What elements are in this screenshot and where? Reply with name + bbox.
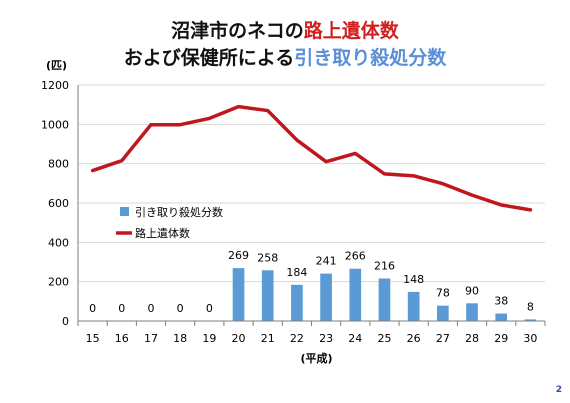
x-tick-label: 28 <box>465 332 479 345</box>
bar-data-label: 38 <box>494 295 508 308</box>
title-line-2: および保健所による引き取り殺処分数 <box>0 43 570 70</box>
bar-data-label: 8 <box>527 300 534 313</box>
y-tick-label: 800 <box>48 158 69 171</box>
bar <box>349 268 362 321</box>
bar-data-label: 90 <box>465 284 479 297</box>
bar <box>320 273 332 321</box>
y-tick-label: 0 <box>62 315 69 328</box>
y-axis-label: (匹) <box>46 59 67 72</box>
x-tick-label: 25 <box>377 332 391 345</box>
bar-data-label: 241 <box>316 255 337 268</box>
bar <box>407 291 420 321</box>
bar-data-label: 269 <box>228 249 249 262</box>
x-tick-label: 29 <box>494 332 508 345</box>
title-line-1-highlight: 路上遺体数 <box>303 20 399 42</box>
bar-data-label: 258 <box>257 251 278 264</box>
line-series-path <box>90 104 533 212</box>
y-tick-label: 1000 <box>41 118 69 131</box>
legend-bar-label: 引き取り殺処分数 <box>135 205 223 219</box>
y-tick-label: 600 <box>48 197 69 210</box>
bar-data-label: 0 <box>177 302 184 315</box>
bar-data-label: 0 <box>89 302 96 315</box>
bar <box>466 303 478 321</box>
bar-data-label: 184 <box>286 266 307 279</box>
x-tick-label: 23 <box>319 332 333 345</box>
y-tick-label: 200 <box>48 276 69 289</box>
x-axis-label: (平成) <box>300 351 332 365</box>
title-line-1: 沼津市のネコの路上遺体数 <box>0 16 570 43</box>
x-tick-label: 16 <box>115 332 129 345</box>
x-tick-label: 21 <box>261 332 275 345</box>
y-tick-label: 1200 <box>41 79 69 92</box>
bar <box>437 305 449 321</box>
x-tick-label: 17 <box>144 332 158 345</box>
x-tick-label: 20 <box>232 332 246 345</box>
data-labels: 0 0 0 0 0 269 258 184 241 266 216 148 78 90 38 8 <box>89 249 534 315</box>
bar-series <box>232 268 537 321</box>
bar-data-label: 0 <box>206 302 213 315</box>
x-tick-label: 27 <box>436 332 450 345</box>
x-tick-label: 19 <box>202 332 216 345</box>
title-line-2-prefix: および保健所による <box>123 47 295 69</box>
bar <box>291 284 303 321</box>
bar <box>378 278 391 321</box>
line-series <box>90 104 533 212</box>
x-tick-label: 24 <box>348 332 362 345</box>
bar-data-label: 78 <box>436 287 450 300</box>
legend-line-label: 路上遺体数 <box>135 226 190 240</box>
legend-bar-swatch <box>120 207 129 216</box>
gridlines <box>78 84 545 283</box>
bar-data-label: 216 <box>374 260 395 273</box>
bar <box>232 268 245 321</box>
x-tick-label: 15 <box>86 332 100 345</box>
title-line-1-prefix: 沼津市のネコの <box>171 20 304 42</box>
bar <box>524 319 537 321</box>
y-tick-label: 400 <box>48 236 69 249</box>
bar <box>261 270 274 321</box>
bar <box>495 313 508 321</box>
bar-data-label: 266 <box>345 250 366 263</box>
title-line-2-highlight: 引き取り殺処分数 <box>294 47 447 69</box>
bar-data-label: 0 <box>147 302 154 315</box>
x-tick-label: 18 <box>173 332 187 345</box>
bar-data-label: 0 <box>118 302 125 315</box>
page-number: 2 <box>555 385 562 395</box>
x-tick-label: 22 <box>290 332 304 345</box>
x-tick-label: 30 <box>523 332 537 345</box>
bar-data-label: 148 <box>403 273 424 286</box>
x-tick-label: 26 <box>407 332 421 345</box>
